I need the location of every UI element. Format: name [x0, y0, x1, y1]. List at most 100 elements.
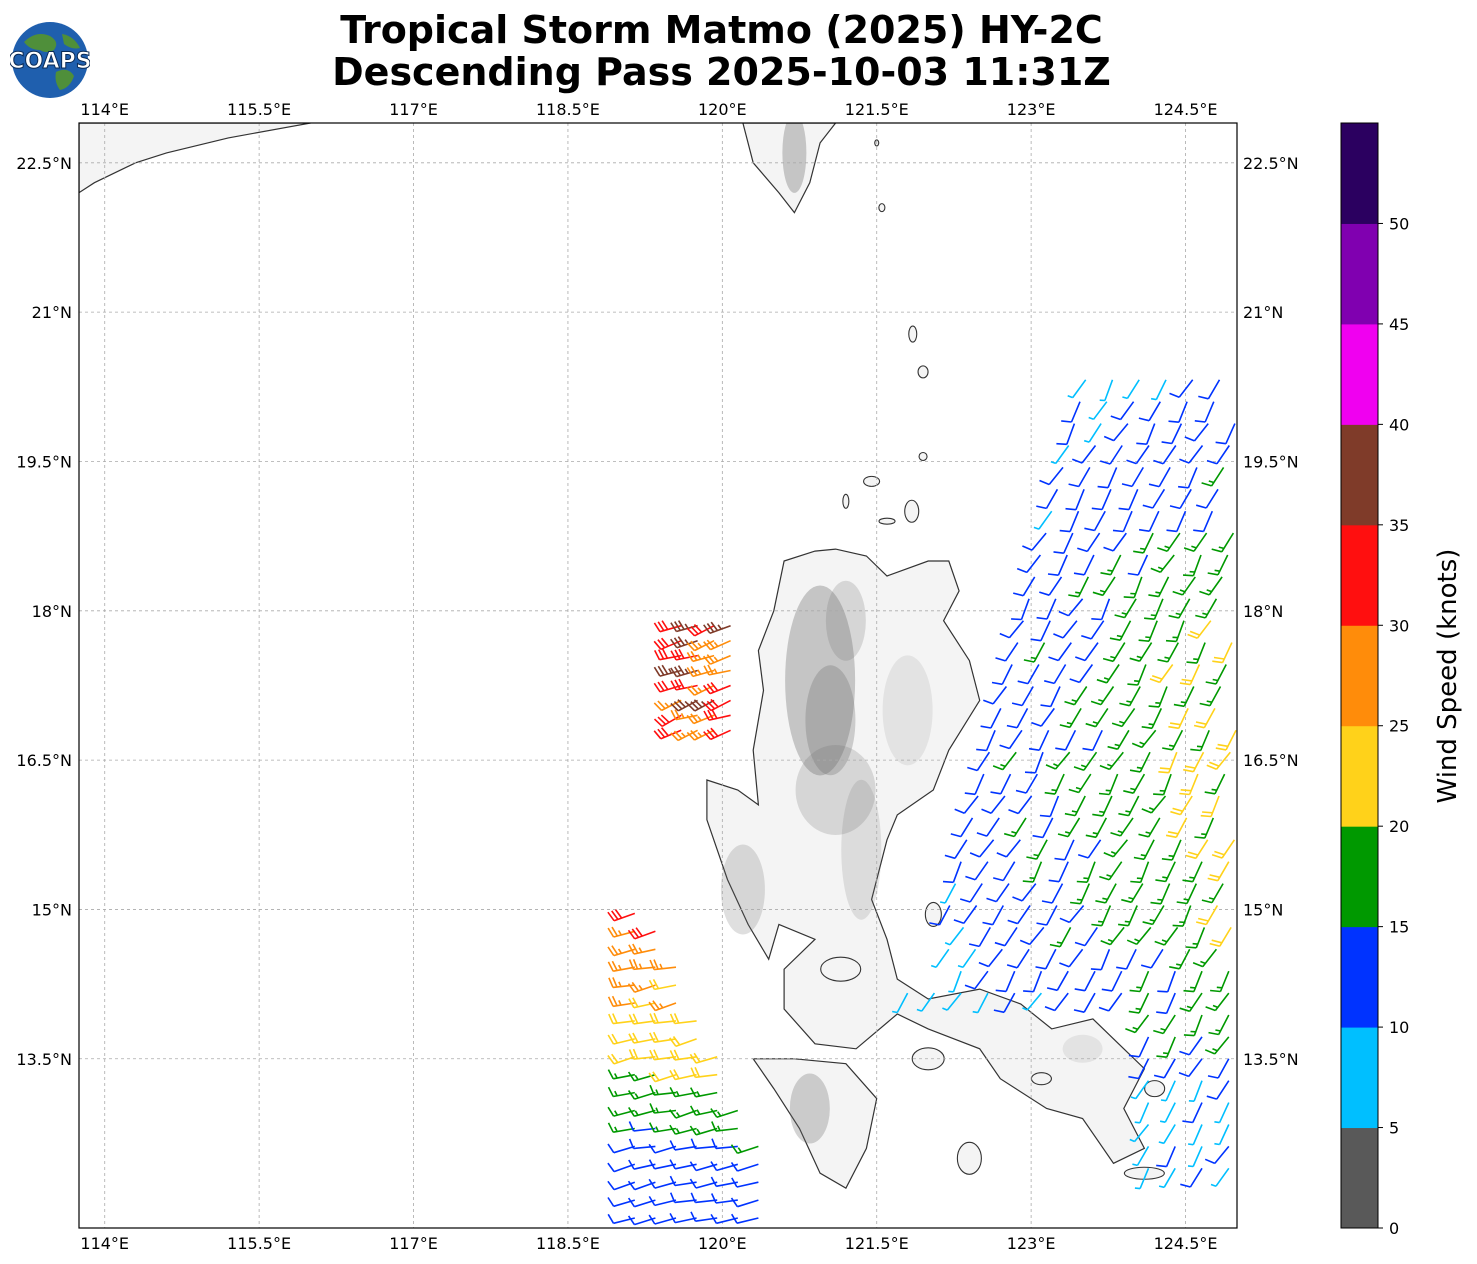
wind-barb: [653, 637, 682, 651]
wind-barb: [1161, 839, 1182, 861]
wind-barb: [653, 727, 682, 740]
wind-barb: [628, 1106, 656, 1117]
wind-barb: [670, 665, 698, 678]
colorbar-label: Wind Speed (knots): [1433, 549, 1463, 804]
wind-barb: [948, 970, 962, 993]
wind-barb: [1179, 445, 1204, 464]
wind-barb: [1033, 510, 1053, 530]
wind-barb: [1150, 379, 1167, 401]
lat-tick-left: 19.5°N: [16, 452, 72, 471]
lat-tick-right: 16.5°N: [1243, 751, 1299, 770]
lat-tick-left: 18°N: [32, 602, 72, 621]
wind-barb: [1031, 707, 1055, 727]
wind-barb: [649, 959, 677, 971]
wind-barb: [1103, 839, 1129, 858]
wind-barb: [1183, 970, 1203, 993]
wind-barb: [1040, 686, 1061, 708]
wind-barb: [1015, 773, 1038, 794]
wind-barb: [1103, 532, 1127, 552]
lon-tick-top: 118.5°E: [536, 100, 600, 119]
wind-barb: [1121, 466, 1144, 488]
lon-tick-top: 123°E: [1007, 100, 1056, 119]
wind-barb: [978, 948, 1003, 968]
wind-barb: [1160, 1080, 1176, 1102]
wind-barb: [1150, 883, 1171, 905]
lat-tick-right: 21°N: [1243, 303, 1283, 322]
wind-barb: [976, 817, 1000, 837]
wind-barb: [1206, 1080, 1230, 1100]
wind-barb: [1149, 664, 1174, 684]
colorbar-tick: 45: [1389, 315, 1409, 334]
wind-barb: [689, 1087, 718, 1098]
wind-barb: [1090, 949, 1111, 971]
lon-tick-bottom: 118.5°E: [536, 1234, 600, 1253]
terrain-shade: [795, 744, 876, 835]
wind-barb: [1129, 1123, 1150, 1143]
colorbar-bin: [1341, 223, 1378, 325]
wind-barb: [1157, 970, 1176, 993]
wind-barb: [1158, 1124, 1176, 1145]
wind-barb: [1006, 708, 1029, 729]
wind-barb: [1204, 773, 1226, 795]
wind-barb: [1044, 773, 1065, 795]
wind-barb: [670, 678, 698, 691]
wind-barb: [1100, 554, 1122, 576]
wind-barb: [999, 620, 1025, 639]
wind-barb: [942, 861, 962, 884]
wind-barb: [1155, 861, 1176, 883]
wind-barb: [1110, 817, 1134, 837]
wind-barb: [1170, 795, 1193, 816]
wind-barb: [1194, 401, 1215, 423]
colorbar-bin: [1341, 123, 1378, 224]
wind-barb: [1055, 729, 1077, 751]
wind-barb: [1153, 1058, 1176, 1079]
wind-barb: [1048, 642, 1072, 662]
wind-barb: [702, 681, 731, 695]
wind-barb: [670, 636, 698, 649]
wind-barb: [1199, 686, 1222, 707]
wind-barb: [1048, 861, 1069, 883]
lake-laguna: [820, 956, 862, 982]
lon-tick-top: 115.5°E: [227, 100, 291, 119]
wind-barb: [686, 684, 715, 696]
wind-barb: [628, 997, 656, 1009]
wind-barb: [1214, 1124, 1230, 1146]
wind-barb: [1215, 729, 1237, 751]
wind-barb: [1039, 795, 1060, 818]
wind-barb: [1116, 948, 1137, 970]
wind-barb: [1081, 620, 1105, 640]
wind-barb: [1125, 1014, 1150, 1034]
wind-barb: [1178, 467, 1198, 489]
colorbar-tick: 40: [1389, 415, 1409, 434]
island-lanyu: [878, 203, 886, 213]
wind-barb: [964, 970, 989, 990]
wind-barb: [953, 905, 978, 925]
luzon-island: [706, 548, 1146, 1165]
wind-barb: [930, 948, 950, 969]
wind-barb: [1096, 664, 1120, 684]
wind-barb: [1129, 970, 1150, 993]
wind-barb: [703, 621, 731, 634]
island-batanes: [908, 325, 918, 343]
wind-barb: [1204, 1036, 1230, 1055]
lon-tick-top: 124.5°E: [1154, 100, 1218, 119]
wind-barb: [1214, 1102, 1230, 1124]
wind-barb: [1091, 905, 1112, 927]
wind-barb: [1016, 554, 1042, 574]
wind-barb: [1028, 729, 1050, 751]
wind-barb: [1131, 729, 1157, 749]
wind-barb: [669, 1192, 697, 1204]
wind-barb: [1059, 904, 1085, 924]
wind-barb: [1107, 729, 1130, 750]
wind-barb: [996, 839, 1021, 858]
wind-barb: [1047, 554, 1068, 576]
wind-barb: [1192, 948, 1218, 968]
wind-barb: [1067, 379, 1087, 399]
wind-barb: [964, 773, 985, 796]
wind-barb: [648, 1143, 677, 1154]
island-polillo: [924, 901, 942, 927]
wind-barb: [1141, 708, 1163, 730]
wind-barb: [1138, 510, 1160, 532]
wind-barb: [653, 714, 682, 727]
wind-barb: [690, 1138, 718, 1150]
